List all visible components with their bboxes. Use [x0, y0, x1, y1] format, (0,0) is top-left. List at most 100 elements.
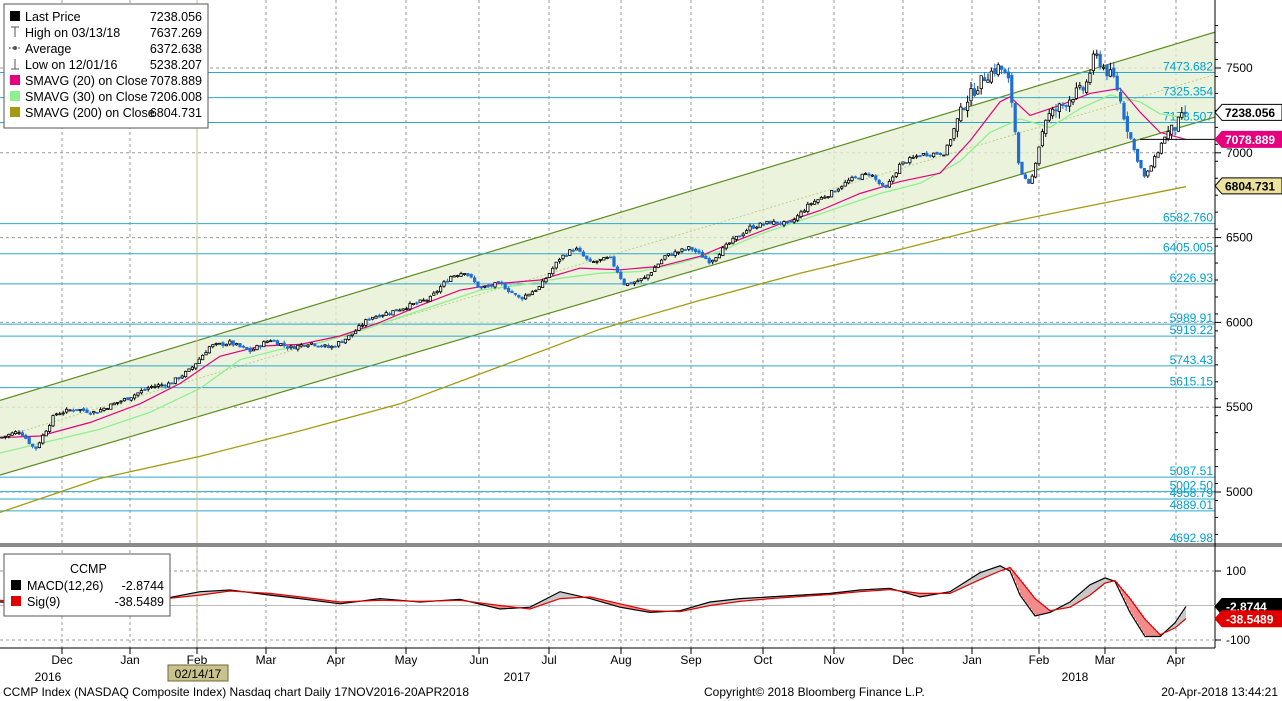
candle-body	[1176, 116, 1180, 132]
macd-histogram-bar	[204, 591, 206, 595]
macd-histogram-bar	[1036, 599, 1038, 616]
legend-low-marker	[11, 59, 19, 70]
macd-histogram-bar	[332, 601, 334, 603]
candle-body	[816, 199, 820, 203]
candle-body	[925, 152, 929, 157]
macd-histogram-bar	[734, 599, 736, 603]
macd-histogram-bar	[652, 610, 654, 613]
macd-histogram-bar	[212, 591, 214, 594]
candle-body	[605, 257, 609, 259]
candle-body	[792, 219, 796, 223]
macd-histogram-bar	[0, 600, 2, 603]
candle-body	[622, 278, 626, 286]
macd-histogram-bar	[1110, 579, 1112, 582]
candle-body	[1054, 109, 1058, 112]
macd-histogram-bar	[690, 607, 692, 610]
macd-histogram-bar	[1060, 607, 1062, 609]
macd-histogram-bar	[786, 595, 788, 598]
candle-body	[843, 181, 847, 187]
candle-body	[724, 243, 728, 249]
macd-histogram-bar	[504, 605, 506, 609]
macd-histogram-bar	[202, 591, 204, 595]
candle-body	[136, 392, 140, 396]
macd-histogram-bar	[534, 605, 536, 608]
candle-body	[88, 412, 92, 415]
candle-body	[486, 285, 490, 288]
candle-body	[1068, 99, 1072, 107]
macd-histogram-bar	[1096, 582, 1098, 591]
signal-line	[0, 566, 1187, 636]
candle-body	[112, 402, 116, 406]
macd-histogram-bar	[772, 596, 774, 599]
macd-histogram-bar	[1144, 617, 1146, 635]
candle-body	[717, 254, 722, 259]
macd-histogram-bar	[266, 593, 268, 595]
candle-body	[200, 354, 205, 361]
candle-body	[826, 196, 830, 198]
candle-body	[340, 341, 344, 344]
macd-histogram-bar	[608, 601, 610, 604]
macd-histogram-bar	[1158, 632, 1160, 637]
macd-histogram-bar	[646, 609, 648, 612]
macd-histogram-bar	[644, 609, 646, 612]
candle-body	[847, 179, 851, 184]
candle-body	[1081, 87, 1085, 91]
candle-body	[85, 409, 89, 413]
macd-histogram-bar	[854, 590, 856, 593]
macd-histogram-bar	[864, 589, 866, 592]
candle-body	[370, 316, 375, 320]
macd-legend-value: -2.8744	[122, 579, 164, 593]
macd-histogram-bar	[966, 581, 968, 587]
candle-body	[537, 286, 541, 291]
panel-divider[interactable]	[0, 543, 1282, 547]
macd-histogram-bar	[750, 598, 752, 601]
macd-histogram-bar	[296, 596, 298, 599]
macd-histogram-bar	[574, 594, 576, 598]
year-label: 2016	[35, 670, 62, 684]
candle-body	[870, 174, 875, 177]
candle-body	[1173, 127, 1177, 131]
macd-histogram-bar	[538, 603, 540, 607]
candle-body	[765, 220, 769, 225]
candle-body	[377, 314, 382, 318]
macd-histogram-bar	[1082, 591, 1084, 600]
candle-body	[1142, 168, 1146, 177]
macd-histogram-fill	[0, 565, 1186, 637]
candle-body	[755, 226, 759, 229]
candle-body	[819, 197, 824, 200]
candle-body	[911, 156, 915, 159]
macd-tag-box	[1214, 610, 1282, 628]
macd-line	[0, 565, 1187, 638]
macd-histogram-bar	[334, 601, 336, 603]
candle-body	[979, 75, 983, 89]
candle-body	[959, 106, 963, 122]
candle-body	[408, 303, 412, 310]
candle-body	[571, 249, 575, 252]
legend-label: SMAVG (30) on Close	[25, 90, 148, 104]
candle-body	[768, 220, 773, 225]
macd-histogram-bar	[974, 576, 976, 583]
macd-histogram-bar	[274, 593, 276, 596]
candle-body	[996, 64, 1000, 76]
month-label: Apr	[327, 653, 346, 667]
legend-value: 6804.731	[150, 106, 202, 120]
fib-level-label: 4958.79	[1170, 486, 1214, 500]
candle-body	[309, 342, 314, 345]
macd-histogram-bar	[1176, 621, 1178, 628]
candle-body	[319, 345, 324, 348]
candle-body	[993, 68, 997, 74]
candle-body	[180, 375, 184, 379]
candle-body	[989, 70, 994, 83]
macd-histogram-bar	[1028, 589, 1030, 607]
macd-histogram-bar	[382, 598, 384, 601]
legend-value: 7206.008	[150, 90, 202, 104]
candle-body	[833, 190, 837, 193]
year-label: 2017	[504, 670, 531, 684]
macd-histogram-bar	[1156, 630, 1158, 637]
candle-body	[204, 352, 208, 356]
price-tick-label: 5000	[1226, 485, 1253, 499]
month-label: Mar	[256, 653, 277, 667]
candle-body	[163, 384, 167, 387]
candle-body	[333, 345, 337, 348]
